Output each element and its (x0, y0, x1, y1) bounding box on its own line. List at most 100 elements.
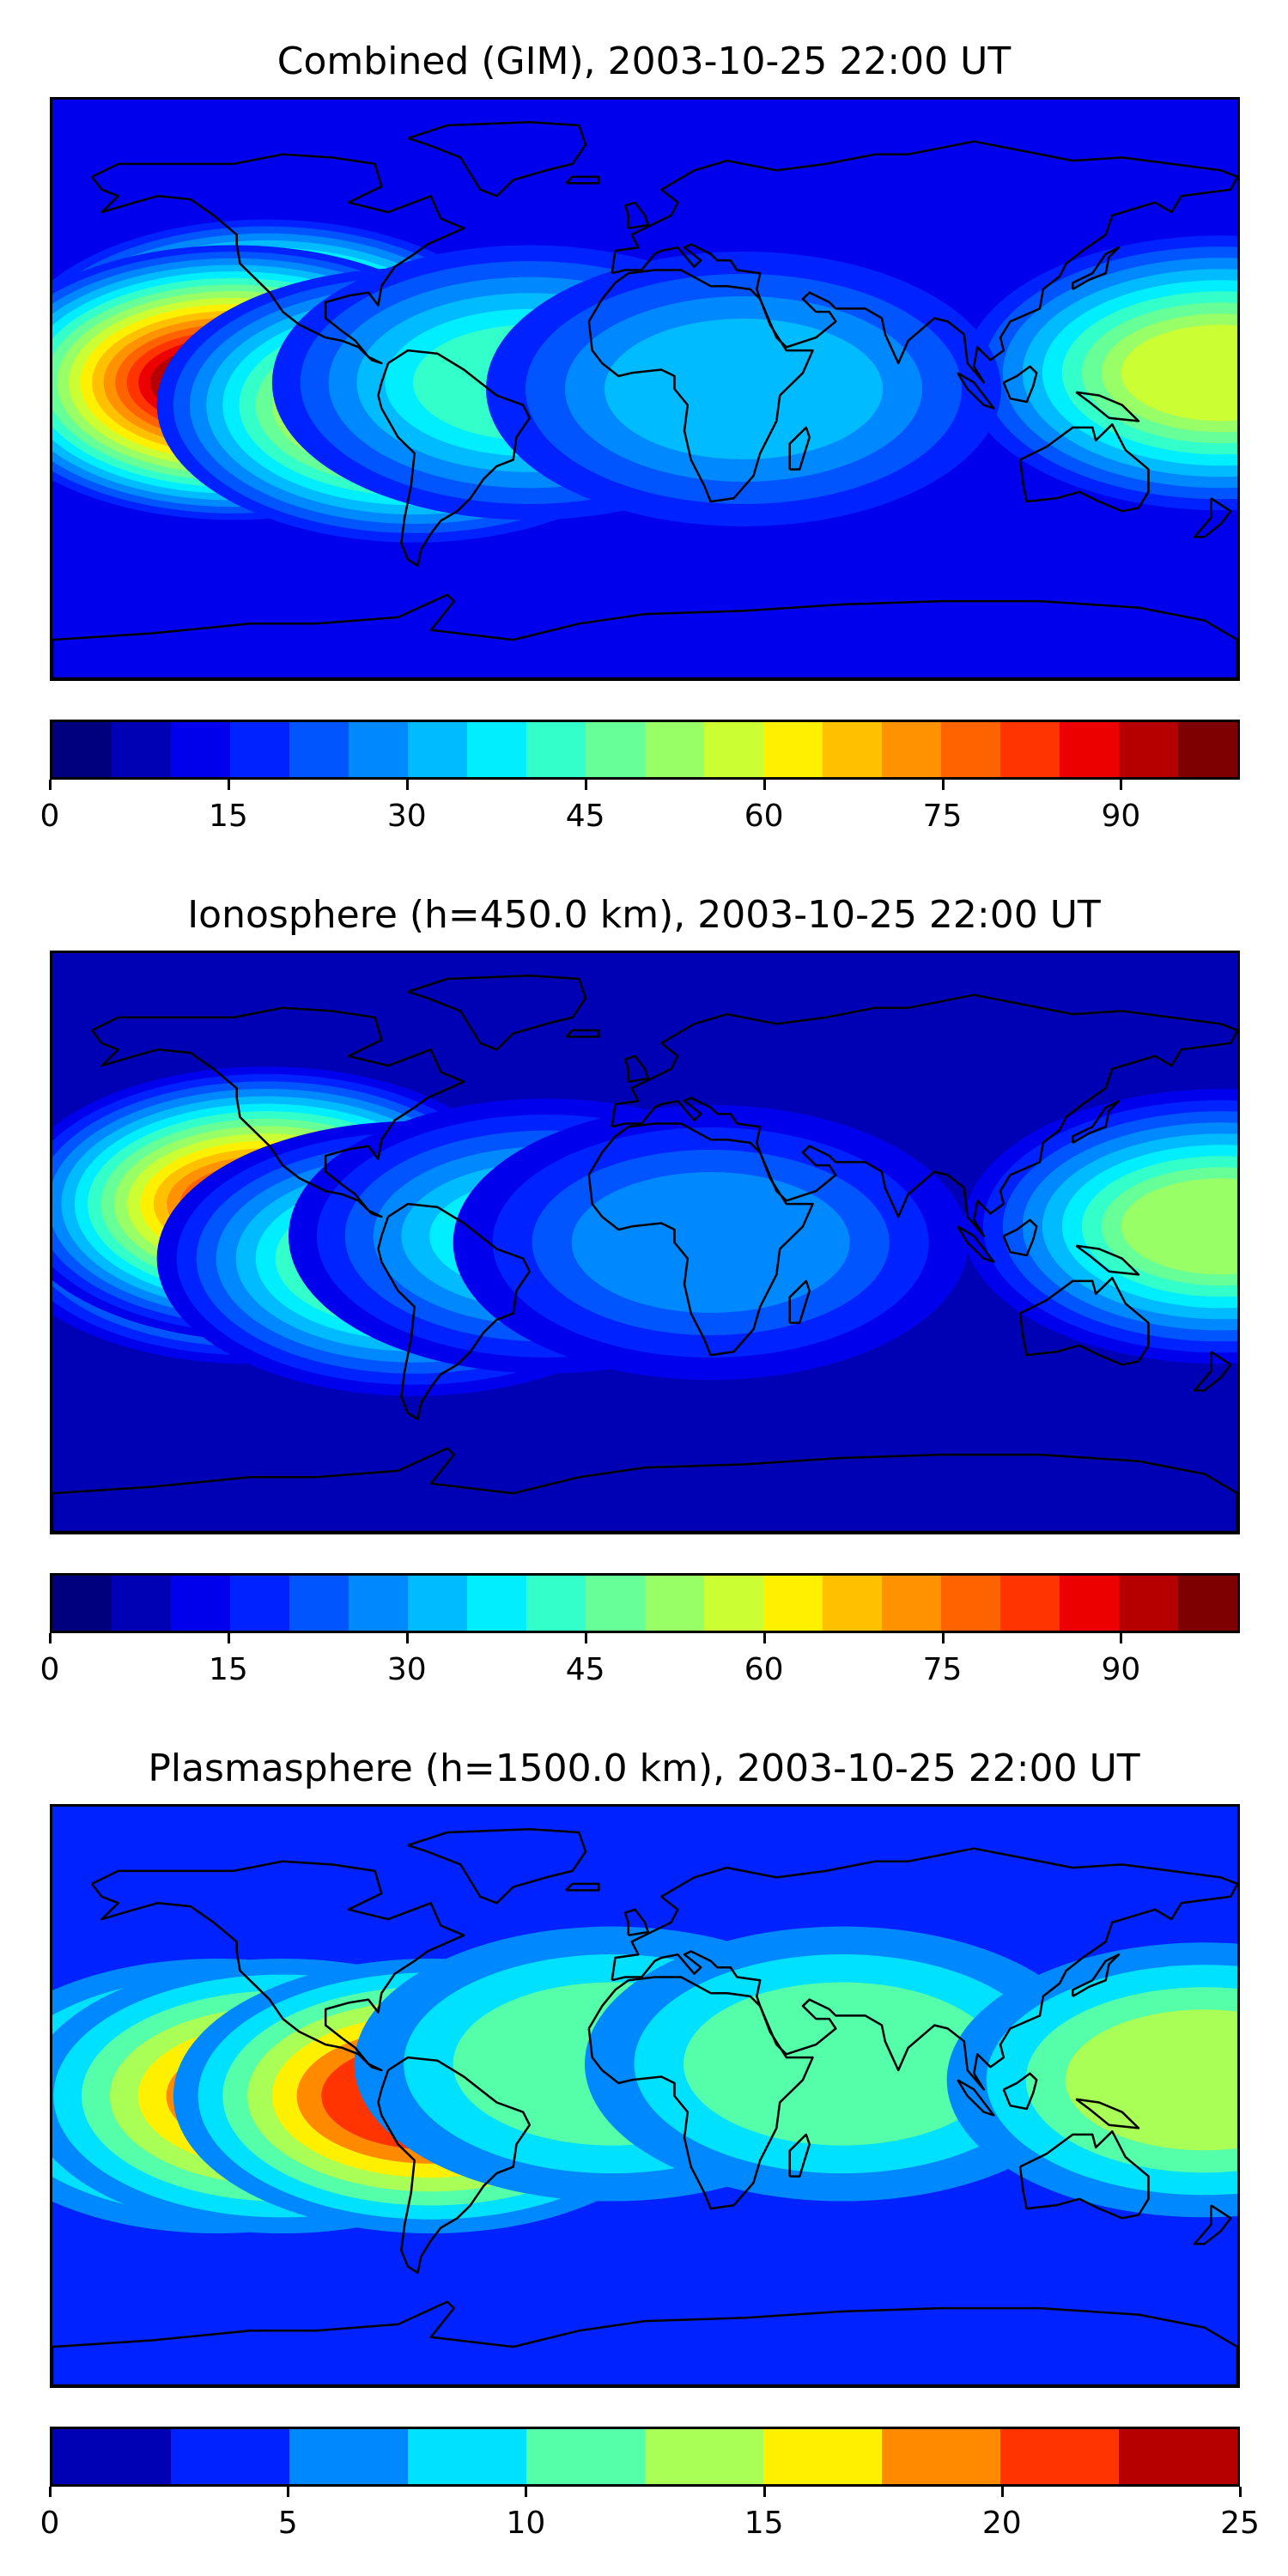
map-svg (52, 1807, 1237, 2385)
colorbar-tick (405, 1633, 409, 1643)
colorbar-tick (287, 2487, 290, 2497)
contour-region (683, 1982, 1001, 2146)
colorbar-tick-label: 75 (922, 1652, 963, 1687)
colorbar-cell (645, 2429, 764, 2484)
colorbar-cell (526, 1576, 586, 1631)
colorbar-svg (52, 722, 1237, 777)
coastline-south-america (377, 1202, 532, 1421)
colorbar-ticks: 0 15 30 45 60 75 90 (40, 780, 1240, 834)
coastline-north-america (91, 153, 465, 365)
colorbar-tick-label: 90 (1101, 1652, 1141, 1687)
colorbar-tick (49, 780, 52, 790)
coastline-japan (1072, 1953, 1121, 1997)
colorbar-cell (586, 1576, 646, 1631)
colorbar-cell (408, 1576, 468, 1631)
colorbar-tick (49, 1633, 52, 1643)
colorbar-cell (289, 1576, 349, 1631)
coastline-antarctica (52, 2300, 1237, 2385)
colorbar-cell (1060, 722, 1120, 777)
coastline-eurasia (611, 140, 1237, 384)
coastline-new-zealand (1193, 497, 1232, 538)
colorbar-ticks: 0 15 30 45 60 75 90 (40, 1633, 1240, 1687)
colorbar-ticks: 0 5 10 15 20 25 (40, 2487, 1260, 2541)
coastline-south-america (377, 2056, 532, 2275)
coastline-australia (1018, 1276, 1150, 1366)
coastline-australia (1018, 422, 1150, 513)
coastline-japan (1072, 246, 1121, 290)
colorbar-cell (823, 1576, 883, 1631)
coastline-iceland (565, 1882, 600, 1892)
colorbar-tick-label: 45 (565, 799, 605, 834)
colorbar-cell (171, 722, 231, 777)
coastline-borneo (1002, 365, 1038, 404)
colorbar-tick-label: 15 (744, 2506, 784, 2541)
colorbar-combined (50, 720, 1240, 780)
colorbar-tick-label: 5 (277, 2506, 298, 2541)
map-svg (52, 100, 1237, 678)
colorbar-cell (467, 1576, 527, 1631)
colorbar-cell (112, 722, 172, 777)
colorbar-cell (882, 1576, 942, 1631)
colorbar-cell (1060, 1576, 1120, 1631)
tec-map-combined (50, 97, 1240, 681)
colorbar-tick-label: 15 (208, 1652, 248, 1687)
coastline-sumatra (957, 1225, 995, 1263)
colorbar-cell (1178, 1576, 1237, 1631)
colorbar-cell (1000, 2429, 1120, 2484)
coastline-uk (623, 201, 650, 230)
colorbar-cell (823, 722, 883, 777)
colorbar-cell (586, 722, 646, 777)
colorbar-cell (645, 1576, 705, 1631)
colorbar-cell (526, 2429, 646, 2484)
colorbar-cell (882, 2429, 1001, 2484)
colorbar-cell (704, 722, 764, 777)
coastline-madagascar (788, 2133, 811, 2178)
colorbar-tick-label: 15 (208, 799, 248, 834)
colorbar-cell (645, 722, 705, 777)
coastline-borneo (1002, 1218, 1038, 1257)
colorbar-cell (941, 1576, 1001, 1631)
panel-title: Combined (GIM), 2003-10-25 22:00 UT (276, 39, 1012, 83)
colorbar-cell (349, 1576, 409, 1631)
coastline-greenland (407, 120, 587, 197)
colorbar-tick-label: 10 (506, 2506, 546, 2541)
coastline-africa (587, 1122, 814, 1357)
colorbar-tick (584, 780, 587, 790)
colorbar-cell (526, 722, 586, 777)
colorbar-cell (52, 1576, 112, 1631)
coastline-madagascar (788, 1279, 811, 1324)
colorbar-tick (49, 2487, 52, 2497)
colorbar-cell (467, 722, 527, 777)
contour-region (1121, 325, 1237, 422)
colorbar-tick-label: 60 (744, 1652, 784, 1687)
colorbar-cell (289, 2429, 409, 2484)
coastline-iceland (565, 1029, 600, 1038)
colorbar-tick (227, 1633, 230, 1643)
colorbar-cell (230, 722, 290, 777)
coastline-sumatra (957, 2079, 995, 2117)
colorbar-tick (405, 780, 409, 790)
colorbar-svg (52, 2429, 1237, 2484)
colorbar-tick-label: 90 (1101, 799, 1141, 834)
colorbar-tick (941, 780, 945, 790)
colorbar-tick-label: 25 (1220, 2506, 1260, 2541)
coastline-greenland (407, 1827, 587, 1905)
colorbar-cell (1000, 722, 1060, 777)
colorbar-cell (1119, 722, 1179, 777)
colorbar-cell (171, 1576, 231, 1631)
colorbar-tick (941, 1633, 945, 1643)
coastline-borneo (1002, 2072, 1038, 2111)
colorbar-cell (52, 2429, 172, 2484)
coastline-eurasia (611, 1847, 1237, 2091)
panel-title: Plasmasphere (h=1500.0 km), 2003-10-25 2… (148, 1747, 1140, 1790)
colorbar-tick (762, 780, 766, 790)
colorbar-tick (762, 1633, 766, 1643)
colorbar-cell (171, 2429, 290, 2484)
colorbar-tick (1120, 780, 1123, 790)
colorbar-tick-label: 0 (39, 2506, 60, 2541)
colorbar-tick-label: 45 (565, 1652, 605, 1687)
colorbar-cell (112, 1576, 172, 1631)
coastline-north-america (91, 1860, 465, 2072)
contour-region (571, 1172, 850, 1313)
contour-region (1121, 1178, 1237, 1275)
